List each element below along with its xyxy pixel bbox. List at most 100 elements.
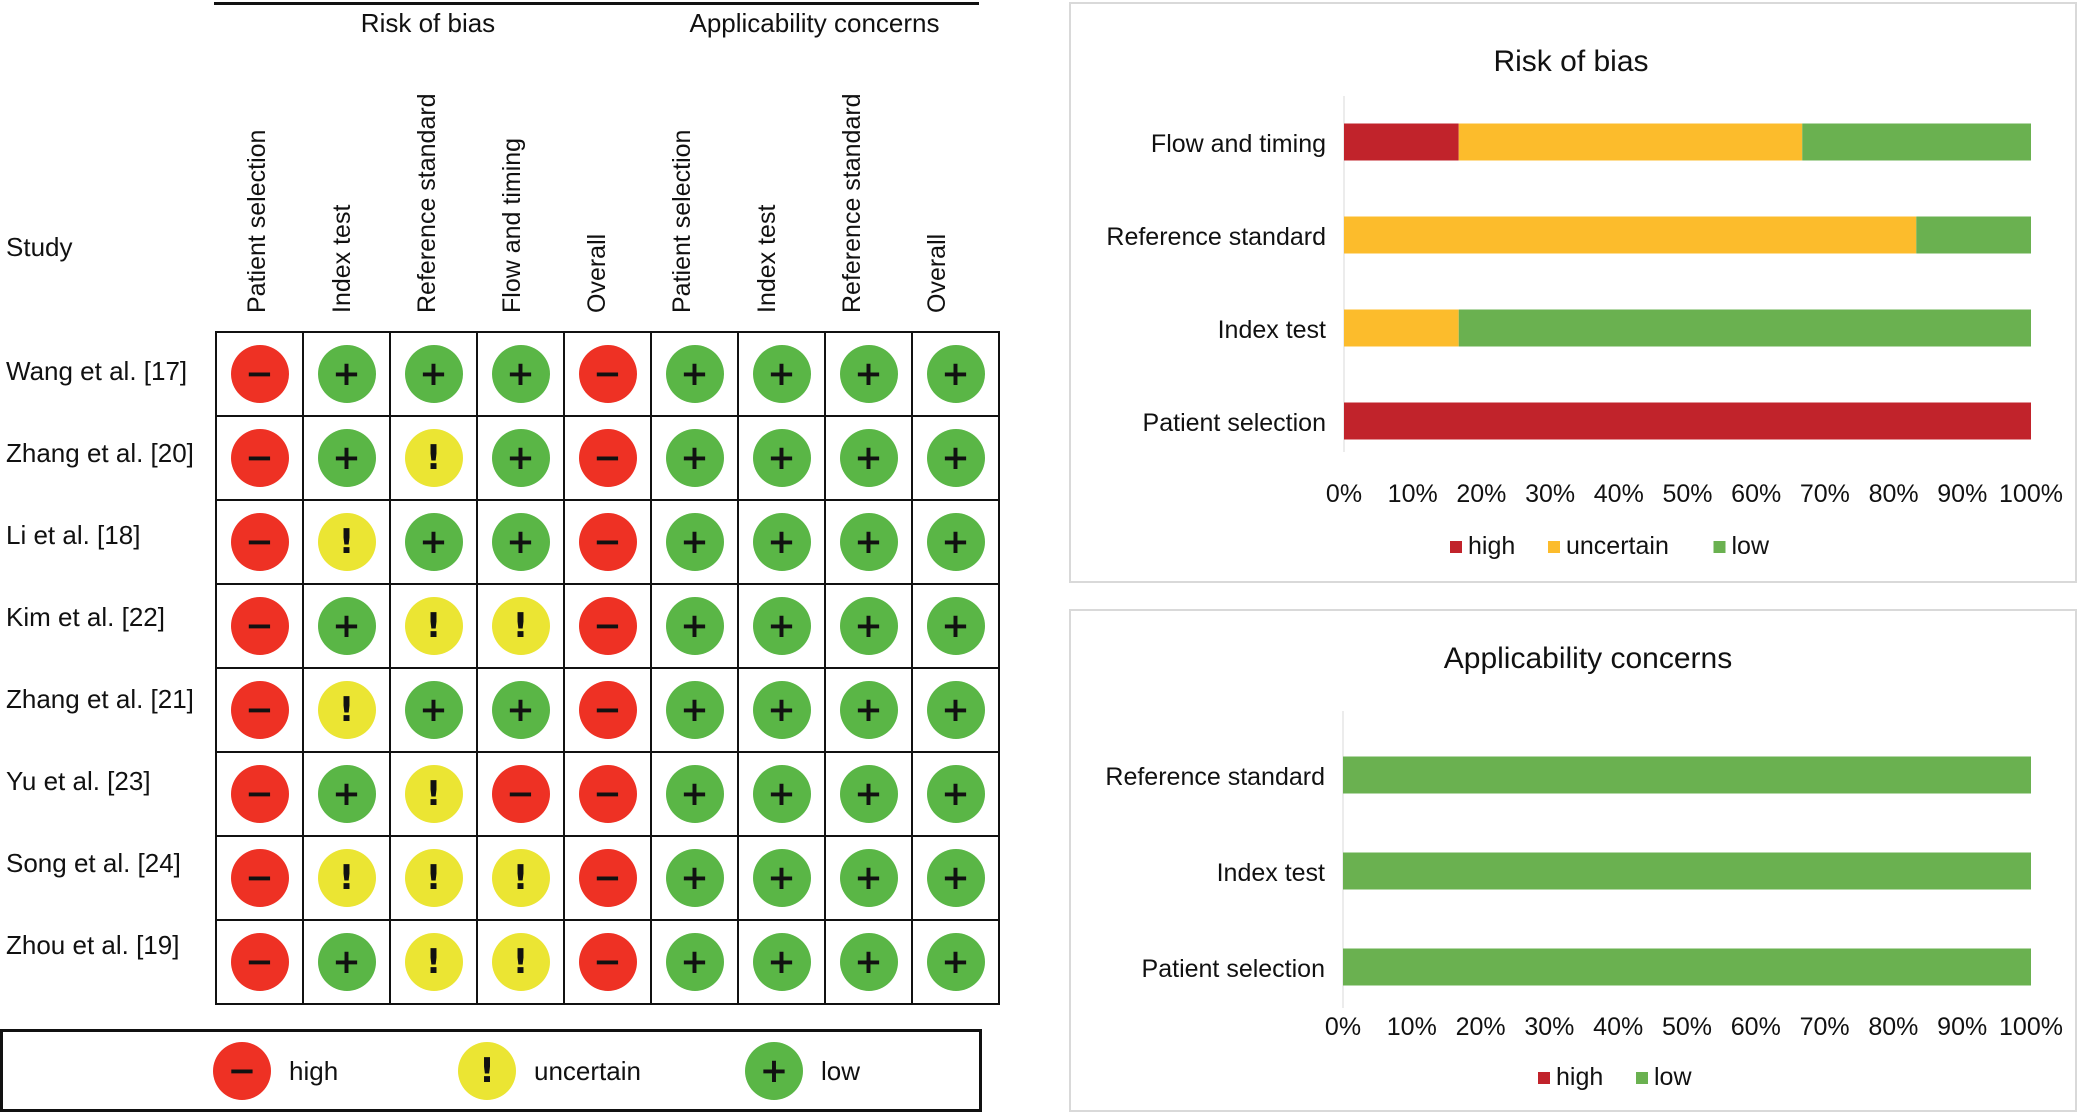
rating-cell: − [563, 331, 652, 417]
plus-icon: + [665, 933, 724, 991]
column-header: Index test [752, 204, 781, 313]
rating-cell: + [911, 583, 1000, 669]
rating-cell: + [911, 667, 1000, 753]
rating-cell: − [476, 751, 565, 837]
x-tick-label: 70% [1800, 1013, 1850, 1041]
rating-cell: − [215, 499, 304, 585]
category-label: Reference standard [1106, 223, 1326, 251]
minus-icon: − [578, 513, 637, 571]
x-tick-label: 80% [1868, 1013, 1918, 1041]
rating-cell: + [302, 583, 391, 669]
matrix-legend: − high ! uncertain + low [0, 1029, 982, 1112]
plus-icon: + [317, 765, 376, 823]
bar-segment-low [1802, 123, 2031, 161]
bar-segment-high [1344, 402, 2031, 440]
table-row: − +! − − + + + + [215, 751, 1000, 837]
column-header: Patient selection [667, 129, 696, 313]
bar-segment-low [1343, 948, 2031, 986]
rating-cell: + [302, 415, 391, 501]
exclamation-icon: ! [404, 765, 463, 823]
risk-of-bias-chart-panel: Risk of bias Flow and timing Reference sta… [1069, 2, 2077, 583]
minus-icon: − [491, 765, 550, 823]
x-tick-label: 10% [1387, 1013, 1437, 1041]
x-tick-label: 80% [1869, 480, 1919, 508]
rating-cell: + [302, 751, 391, 837]
plus-icon: + [317, 933, 376, 991]
rating-cell: ! [389, 583, 478, 669]
x-tick-label: 60% [1731, 1013, 1781, 1041]
plus-icon: + [665, 849, 724, 907]
bar-segment-uncertain [1344, 309, 1459, 347]
rating-cell: + [389, 667, 478, 753]
column-header: Overall [922, 233, 951, 313]
rating-cell: + [824, 331, 913, 417]
exclamation-icon: ! [404, 597, 463, 655]
study-label: Kim et al. [22] [6, 602, 165, 632]
rating-cell: − [215, 667, 304, 753]
applicability-chart: Applicability concerns Reference standard… [1105, 642, 2063, 1091]
minus-icon: − [230, 345, 289, 403]
plus-icon: + [404, 345, 463, 403]
table-row: − + + + − + + + + [215, 331, 1000, 417]
plus-icon: + [317, 597, 376, 655]
minus-icon: − [230, 681, 289, 739]
applicability-chart-panel: Applicability concerns Reference standard… [1069, 609, 2077, 1112]
minus-icon: − [213, 1042, 271, 1100]
x-tick-label: 90% [1937, 480, 1987, 508]
study-label: Wang et al. [17] [6, 356, 188, 386]
rating-cell: − [215, 415, 304, 501]
category-label: Index test [1218, 316, 1326, 344]
rating-cell: + [824, 919, 913, 1005]
rating-cell: − [563, 415, 652, 501]
risk-of-bias-group-title: Risk of bias [360, 8, 496, 38]
column-header: Flow and timing [497, 137, 526, 313]
exclamation-icon: ! [491, 597, 550, 655]
rating-cell: − [215, 751, 304, 837]
rating-cell: + [737, 751, 826, 837]
legend-swatch-low [1713, 541, 1726, 553]
bar-segment-low [1343, 852, 2031, 890]
study-label: Zhou et al. [19] [6, 930, 180, 960]
plus-icon: + [665, 429, 724, 487]
chart-title: Risk of bias [1493, 45, 1648, 78]
bar-segment-uncertain [1458, 123, 1803, 161]
applicability-group-title: Applicability concerns [689, 8, 940, 38]
rating-cell: + [911, 415, 1000, 501]
minus-icon: − [230, 597, 289, 655]
x-tick-label: 30% [1524, 1013, 1574, 1041]
plus-icon: + [665, 681, 724, 739]
x-tick-label: 60% [1731, 480, 1781, 508]
plus-icon: + [839, 345, 898, 403]
rating-cell: + [911, 331, 1000, 417]
minus-icon: − [230, 849, 289, 907]
minus-icon: − [230, 513, 289, 571]
rating-cell: + [650, 835, 739, 921]
minus-icon: − [578, 345, 637, 403]
rating-cell: + [911, 499, 1000, 585]
rating-cell: + [737, 499, 826, 585]
rating-cell: − [563, 667, 652, 753]
legend-label: low [1732, 532, 1770, 560]
risk-of-bias-chart: Risk of bias Flow and timing Reference sta… [1106, 45, 2063, 560]
x-tick-label: 10% [1388, 480, 1438, 508]
plus-icon: + [752, 345, 811, 403]
rating-cell: + [389, 499, 478, 585]
x-tick-label: 50% [1662, 480, 1712, 508]
rating-cell: + [824, 583, 913, 669]
plus-icon: + [665, 597, 724, 655]
plus-icon: + [926, 345, 985, 403]
bar-segment-low [1343, 756, 2031, 794]
plus-icon: + [752, 597, 811, 655]
plus-icon: + [926, 681, 985, 739]
table-row: −! + + − + + + + [215, 499, 1000, 585]
rating-cell: ! [389, 835, 478, 921]
minus-icon: − [578, 429, 637, 487]
plus-icon: + [665, 765, 724, 823]
rating-cell: + [824, 667, 913, 753]
plus-icon: + [926, 513, 985, 571]
minus-icon: − [230, 933, 289, 991]
rating-cell: + [476, 331, 565, 417]
plus-icon: + [752, 849, 811, 907]
rating-cell: + [302, 919, 391, 1005]
chart-title: Applicability concerns [1444, 642, 1732, 675]
